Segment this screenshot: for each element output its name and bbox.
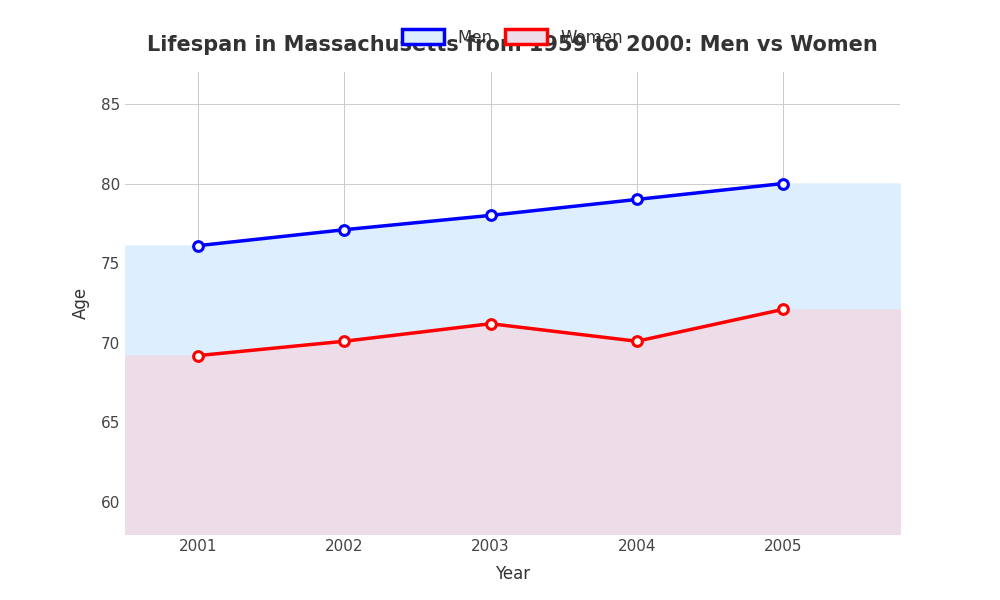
X-axis label: Year: Year	[495, 565, 530, 583]
Legend: Men, Women: Men, Women	[394, 20, 631, 55]
Title: Lifespan in Massachusetts from 1959 to 2000: Men vs Women: Lifespan in Massachusetts from 1959 to 2…	[147, 35, 878, 55]
Y-axis label: Age: Age	[72, 287, 90, 319]
